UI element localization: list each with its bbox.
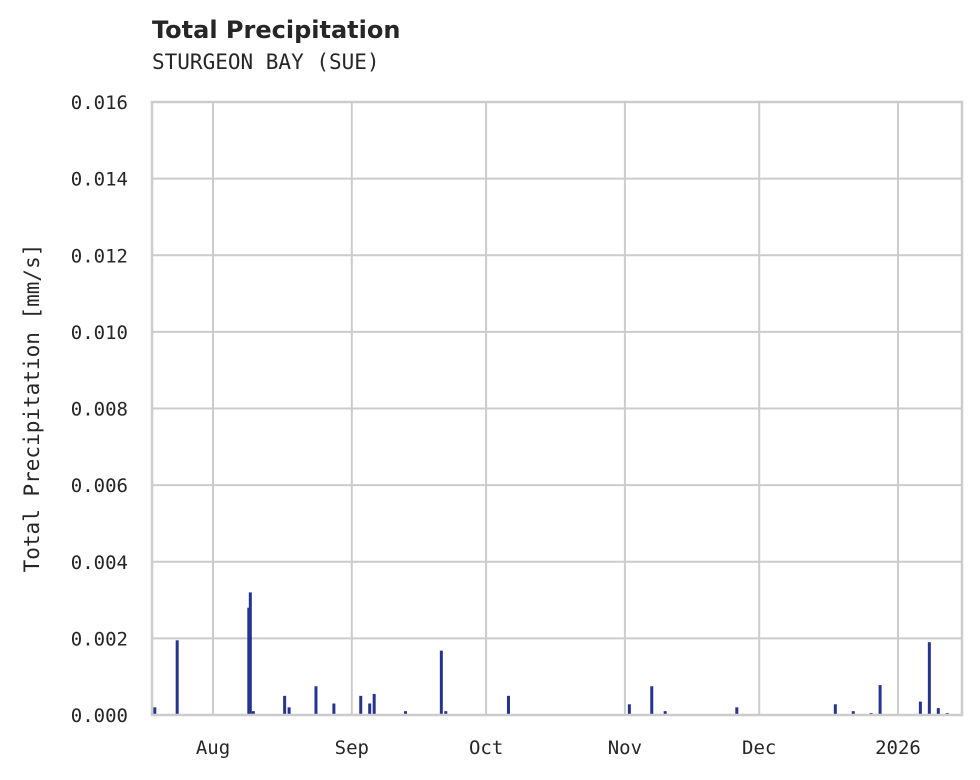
y-tick-label: 0.016 [71,92,128,114]
chart-title: Total Precipitation [152,16,401,44]
precipitation-bar [663,711,667,715]
y-tick-label: 0.000 [71,705,128,727]
precipitation-bar [851,711,855,715]
precipitation-bar [833,704,837,715]
precipitation-bar [359,695,363,715]
precipitation-bar [918,701,922,715]
y-tick-label: 0.004 [71,552,128,574]
precipitation-bar [287,707,291,715]
precipitation-bar [650,686,654,715]
x-tick-label: Dec [742,737,776,759]
y-tick-label: 0.012 [71,245,128,267]
chart-subtitle: STURGEON BAY (SUE) [152,50,380,74]
precipitation-bar [251,711,255,715]
x-tick-label: Aug [196,737,230,759]
precipitation-bar [439,650,443,715]
x-tick-label: 2026 [875,737,921,759]
plot-frame [150,100,964,717]
precipitation-bar [404,711,408,715]
precipitation-bar [936,708,940,715]
x-tick-label: Nov [608,737,642,759]
y-tick-label: 0.014 [71,169,128,191]
precipitation-bar [506,695,510,715]
precipitation-bar [878,685,882,715]
precipitation-bar [927,642,931,715]
x-tick-label: Oct [469,737,503,759]
y-axis-ticks: 0.000 0.002 0.004 0.006 0.008 0.010 0.012 0.014… [71,92,128,727]
precipitation-bar [248,592,252,715]
precipitation-bar [372,693,376,715]
y-tick-label: 0.006 [71,475,128,497]
precipitation-bar [153,707,157,715]
precipitation-bar [627,704,631,715]
precipitation-bar [368,703,372,715]
y-tick-label: 0.008 [71,399,128,421]
precipitation-bar [735,707,739,715]
precipitation-bar [444,711,448,715]
grid-lines [152,101,962,716]
precipitation-bar [314,686,318,715]
y-tick-label: 0.010 [71,322,128,344]
precipitation-bars [153,592,949,715]
x-tick-label: Sep [335,737,369,759]
precipitation-bar [175,640,179,715]
precipitation-bar [332,703,336,715]
y-tick-label: 0.002 [71,628,128,650]
x-axis-ticks: Aug Sep Oct Nov Dec 2026 [196,737,921,759]
precipitation-bar [283,695,287,715]
